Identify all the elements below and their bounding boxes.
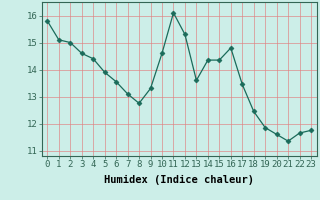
X-axis label: Humidex (Indice chaleur): Humidex (Indice chaleur) (104, 175, 254, 185)
